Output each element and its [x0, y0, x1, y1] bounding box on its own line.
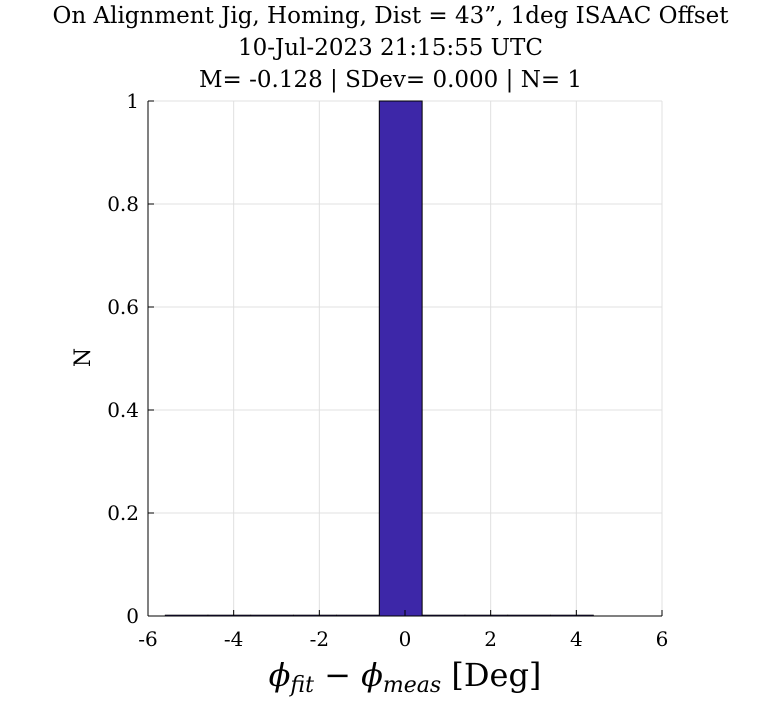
chart-title-line-2: 10-Jul-2023 21:15:55 UTC [238, 35, 543, 61]
x-label-phi-2: ϕ [361, 656, 383, 694]
histogram-bar-5 [378, 100, 423, 617]
x-tick-label-6: 6 [656, 627, 669, 651]
y-tick-label-4: 0.8 [107, 192, 139, 216]
y-tick-label-3: 0.6 [107, 295, 139, 319]
chart-title-line-1: On Alignment Jig, Homing, Dist = 43”, 1d… [52, 3, 729, 29]
y-tick-label-2: 0.4 [107, 398, 139, 422]
x-label-sub-fit: fit [290, 673, 314, 698]
x-tick-label-0: -6 [138, 627, 157, 651]
x-label-unit: [Deg] [441, 656, 542, 694]
x-label-sub-meas: meas [382, 673, 442, 698]
x-tick-label-3: 0 [399, 627, 412, 651]
x-tick-label-4: 2 [484, 627, 497, 651]
y-tick-label-1: 0.2 [107, 501, 139, 525]
y-tick-label-0: 0 [126, 604, 139, 628]
y-axis-label: N [71, 347, 97, 368]
x-label-phi-1: ϕ [268, 656, 291, 694]
x-tick-label-1: -4 [224, 627, 243, 651]
y-tick-label-5: 1 [126, 89, 139, 113]
chart-title-line-3: M= -0.128 | SDev= 0.000 | N= 1 [198, 67, 583, 93]
x-tick-label-5: 4 [570, 627, 583, 651]
x-tick-label-2: -2 [310, 627, 329, 651]
x-axis-label: ϕfit − ϕmeas [Deg] [148, 656, 662, 698]
x-label-minus: − [313, 656, 362, 694]
